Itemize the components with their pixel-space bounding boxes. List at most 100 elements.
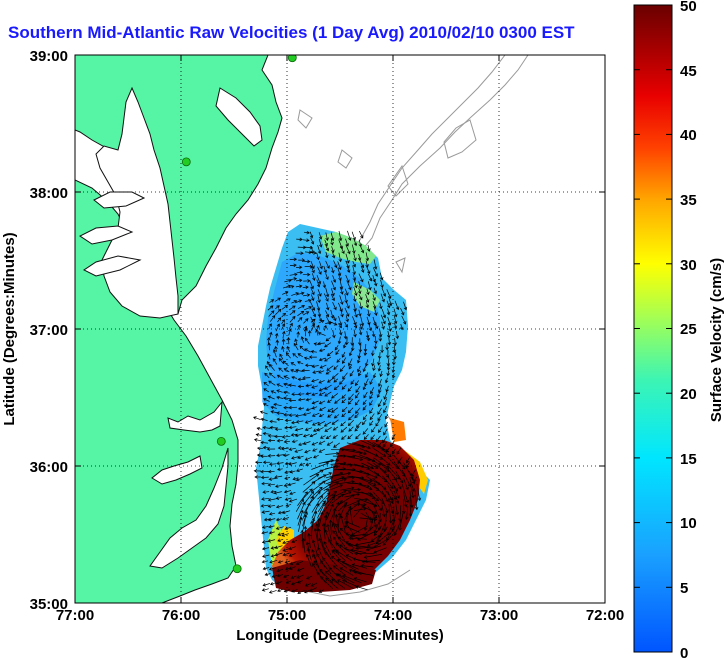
velocity-arrow: [288, 553, 296, 557]
velocity-arrow: [331, 393, 339, 399]
velocity-arrow: [333, 365, 339, 370]
velocity-arrow: [306, 547, 312, 562]
velocity-arrow: [312, 563, 320, 576]
velocity-arrow: [260, 475, 269, 480]
velocity-arrow: [267, 483, 275, 487]
velocity-arrow: [277, 446, 284, 450]
velocity-arrow: [383, 405, 388, 414]
velocity-arrow: [311, 539, 318, 555]
velocity-arrow: [281, 510, 291, 515]
velocity-arrow: [303, 473, 320, 486]
velocity-arrow: [310, 349, 317, 354]
velocity-arrow: [268, 469, 275, 474]
velocity-arrow: [362, 399, 367, 406]
velocity-arrow: [364, 378, 369, 387]
velocity-arrow: [262, 431, 270, 436]
velocity-arrow: [338, 302, 343, 313]
velocity-arrow: [347, 407, 354, 414]
velocity-arrow: [372, 275, 376, 283]
velocity-arrow: [339, 295, 344, 305]
velocity-arrow: [291, 375, 298, 380]
velocity-arrow: [284, 526, 292, 531]
velocity-arrow: [275, 581, 283, 585]
velocity-arrow: [310, 294, 315, 302]
velocity-arrow: [326, 523, 333, 542]
velocity-arrow: [354, 551, 375, 556]
colorbar-tick-labels: 50 45 40 35 30 25 20 15 10 5 0: [680, 0, 697, 659]
velocity-arrow: [361, 419, 367, 426]
velocity-arrow: [344, 321, 348, 328]
velocity-arrow: [344, 307, 350, 317]
velocity-arrow: [318, 319, 325, 324]
velocity-arrow: [301, 537, 306, 553]
velocity-arrow: [362, 384, 367, 391]
velocity-arrow: [283, 298, 291, 303]
velocity-arrow: [338, 494, 355, 506]
map-title: Southern Mid-Atlantic Raw Velocities (1 …: [8, 23, 575, 42]
velocity-arrow: [313, 560, 325, 577]
velocity-arrow: [296, 265, 303, 270]
velocity-arrow: [354, 497, 368, 502]
velocity-arrow: [305, 391, 312, 396]
velocity-arrow: [283, 489, 291, 494]
velocity-arrow: [269, 425, 278, 430]
velocity-arrow: [324, 551, 338, 567]
velocity-arrow: [331, 578, 345, 589]
velocity-arrow: [393, 475, 402, 490]
velocity-arrow: [275, 504, 284, 509]
velocity-arrow: [393, 455, 406, 470]
velocity-arrow: [260, 454, 268, 458]
velocity-arrow: [340, 421, 346, 427]
velocity-arrow: [334, 523, 345, 541]
y-tick-label: 37:00: [30, 322, 68, 339]
velocity-arrow: [332, 565, 347, 576]
velocity-arrow: [339, 307, 344, 318]
velocity-arrow: [288, 398, 296, 403]
velocity-arrow: [333, 260, 338, 269]
velocity-arrow: [338, 252, 343, 263]
velocity-arrow: [331, 407, 339, 413]
velocity-arrow: [350, 343, 355, 352]
velocity-arrow: [345, 487, 361, 492]
velocity-arrow: [276, 374, 284, 380]
velocity-arrow: [320, 435, 326, 439]
velocity-arrow: [379, 370, 383, 378]
velocity-arrow: [311, 392, 318, 397]
velocity-arrow: [304, 456, 313, 461]
velocity-arrow: [352, 260, 356, 268]
velocity-arrow: [378, 426, 383, 433]
velocity-arrow: [318, 440, 326, 445]
velocity-arrow: [288, 322, 293, 330]
velocity-arrow: [268, 462, 277, 466]
velocity-arrow: [311, 495, 323, 513]
velocity-arrow: [320, 560, 332, 575]
velocity-arrow: [324, 427, 332, 432]
colorbar-tick-label: 25: [680, 321, 697, 338]
velocity-arrow: [357, 365, 361, 373]
velocity-arrow: [269, 299, 275, 303]
velocity-arrow: [282, 284, 292, 289]
velocity-arrow: [343, 331, 348, 340]
velocity-arrow: [345, 337, 349, 346]
velocity-arrow: [323, 324, 327, 331]
velocity-arrow: [283, 396, 291, 400]
velocity-arrow: [309, 231, 314, 239]
velocity-arrow: [262, 554, 270, 558]
velocity-arrow: [358, 281, 362, 289]
velocity-arrow: [295, 414, 304, 418]
velocity-arrow: [348, 393, 354, 401]
velocity-arrow: [290, 369, 298, 373]
velocity-arrow: [302, 502, 311, 520]
velocity-arrow: [310, 246, 315, 254]
velocity-arrow: [311, 308, 317, 318]
velocity-arrow: [352, 491, 373, 496]
velocity-arrow: [367, 273, 373, 282]
velocity-arrow: [334, 345, 339, 351]
velocity-arrow: [335, 542, 347, 554]
velocity-arrow: [393, 338, 397, 346]
velocity-arrow: [305, 383, 312, 388]
velocity-arrow: [261, 559, 269, 564]
velocity-arrow: [360, 440, 376, 448]
velocity-arrow: [386, 308, 391, 316]
velocity-arrow: [318, 589, 325, 593]
